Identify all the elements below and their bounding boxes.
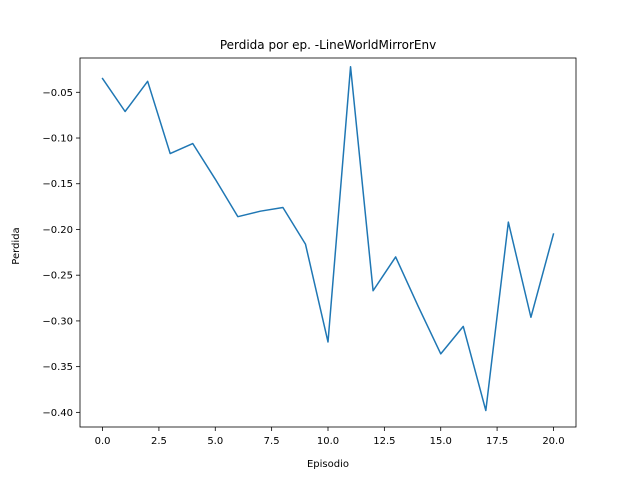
y-tick-label: −0.35 (42, 362, 73, 373)
y-tick-label: −0.05 (42, 88, 73, 99)
x-tick-label: 20.0 (542, 436, 564, 447)
y-axis-label: Perdida (11, 227, 22, 264)
y-tick-label: −0.25 (42, 271, 73, 282)
x-tick-label: 5.0 (207, 436, 223, 447)
x-tick-label: 10.0 (317, 436, 339, 447)
y-tick-label: −0.40 (42, 408, 73, 419)
x-axis-label: Episodio (307, 459, 349, 470)
x-tick-label: 7.5 (264, 436, 280, 447)
y-tick-label: −0.15 (42, 179, 73, 190)
x-tick-label: 12.5 (373, 436, 395, 447)
y-tick-label: −0.30 (42, 316, 73, 327)
x-tick-label: 2.5 (151, 436, 167, 447)
x-tick-label: 17.5 (486, 436, 508, 447)
x-tick-label: 15.0 (430, 436, 452, 447)
series-line-0 (101, 65, 555, 412)
y-tick-label: −0.20 (42, 225, 73, 236)
plot-area: 0.0 2.5 5.0 7.5 10.0 12.5 15.0 17.5 20.0 −0.05 −0.… (42, 57, 577, 447)
chart-title: Perdida por ep. -LineWorldMirrorEnv (220, 38, 436, 52)
x-tick-label: 0.0 (95, 436, 111, 447)
plot-frame (79, 57, 577, 428)
y-tick-label: −0.10 (42, 134, 73, 145)
